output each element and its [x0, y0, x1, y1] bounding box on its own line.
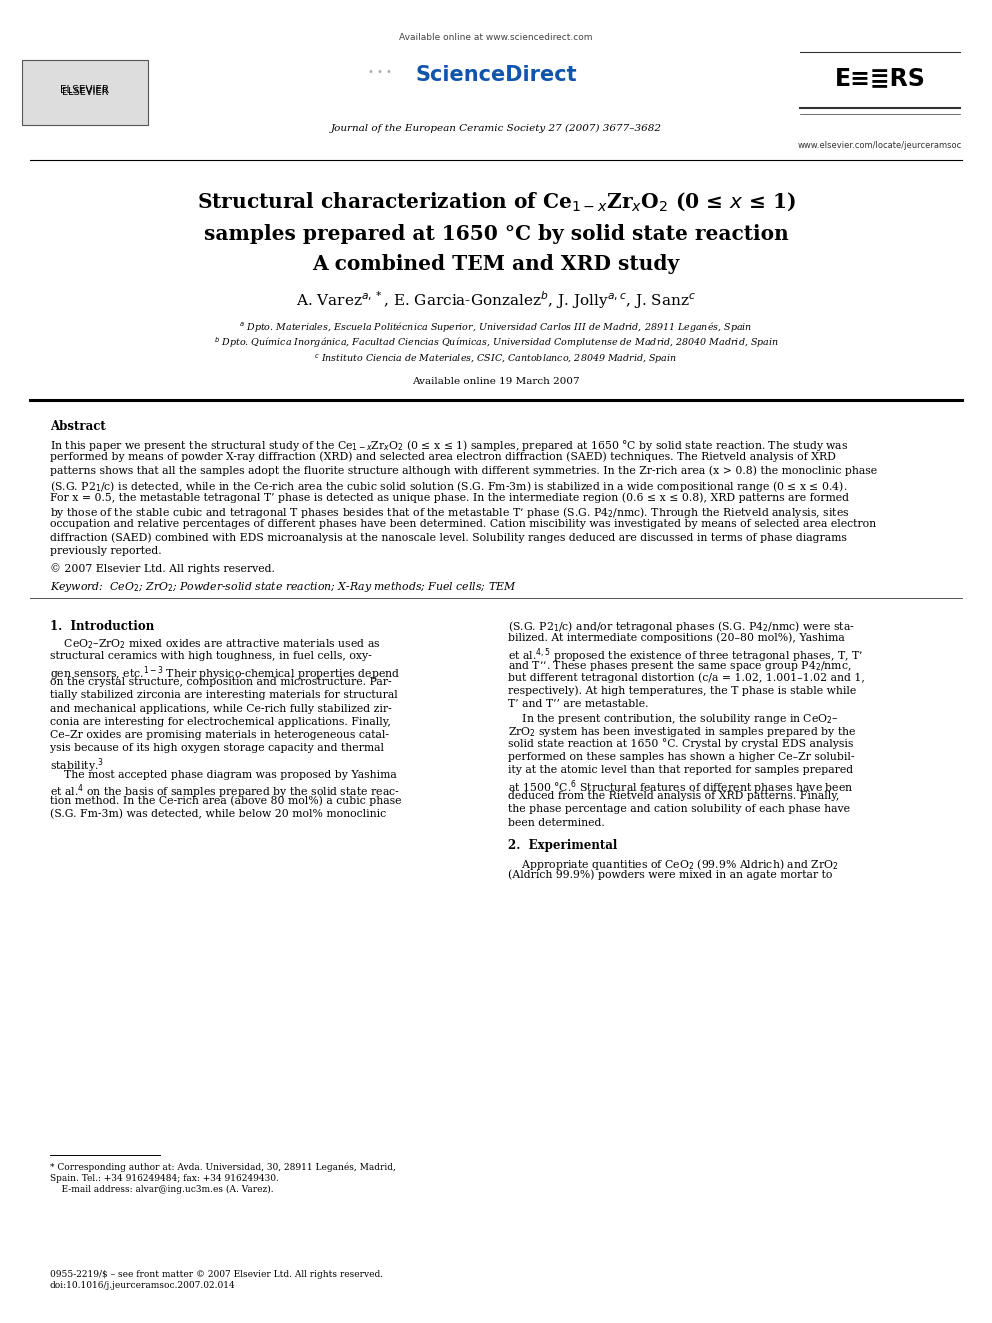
Text: respectively). At high temperatures, the T phase is stable while: respectively). At high temperatures, the… — [508, 685, 856, 696]
Bar — [22, 60, 148, 124]
Text: ELSEVIER: ELSEVIER — [62, 87, 108, 97]
Text: 1.  Introduction: 1. Introduction — [50, 619, 154, 632]
Text: performed on these samples has shown a higher Ce–Zr solubil-: performed on these samples has shown a h… — [508, 751, 854, 762]
Text: ZrO$_2$ system has been investigated in samples prepared by the: ZrO$_2$ system has been investigated in … — [508, 725, 856, 740]
Text: * Corresponding author at: Avda. Universidad, 30, 28911 Leganés, Madrid,: * Corresponding author at: Avda. Univers… — [50, 1163, 396, 1172]
Text: ysis because of its high oxygen storage capacity and thermal: ysis because of its high oxygen storage … — [50, 744, 384, 753]
Text: $^{a}$ Dpto. Materiales, Escuela Politécnica Superior, Universidad Carlos III de: $^{a}$ Dpto. Materiales, Escuela Politéc… — [239, 320, 753, 333]
Text: samples prepared at 1650 °C by solid state reaction: samples prepared at 1650 °C by solid sta… — [203, 224, 789, 243]
Text: (Aldrich 99.9%) powders were mixed in an agate mortar to: (Aldrich 99.9%) powders were mixed in an… — [508, 871, 832, 881]
Text: by those of the stable cubic and tetragonal T phases besides that of the metasta: by those of the stable cubic and tetrago… — [50, 505, 849, 520]
Text: Journal of the European Ceramic Society 27 (2007) 3677–3682: Journal of the European Ceramic Society … — [330, 123, 662, 132]
Text: et al.$^{4,5}$ proposed the existence of three tetragonal phases, T, T’: et al.$^{4,5}$ proposed the existence of… — [508, 646, 863, 664]
Text: Ce–Zr oxides are promising materials in heterogeneous catal-: Ce–Zr oxides are promising materials in … — [50, 730, 389, 740]
Text: occupation and relative percentages of different phases have been determined. Ca: occupation and relative percentages of d… — [50, 519, 876, 529]
Text: The most accepted phase diagram was proposed by Yashima: The most accepted phase diagram was prop… — [50, 770, 397, 779]
Text: A. Varez$^{a,*}$, E. Garcia-Gonzalez$^{b}$, J. Jolly$^{a,c}$, J. Sanz$^{c}$: A. Varez$^{a,*}$, E. Garcia-Gonzalez$^{b… — [296, 290, 696, 311]
Text: Appropriate quantities of CeO$_2$ (99.9% Aldrich) and ZrO$_2$: Appropriate quantities of CeO$_2$ (99.9%… — [508, 857, 838, 872]
Text: deduced from the Rietveld analysis of XRD patterns. Finally,: deduced from the Rietveld analysis of XR… — [508, 791, 839, 802]
Text: et al.$^{4}$ on the basis of samples prepared by the solid state reac-: et al.$^{4}$ on the basis of samples pre… — [50, 783, 400, 802]
Text: A combined TEM and XRD study: A combined TEM and XRD study — [312, 254, 680, 274]
Text: Structural characterization of Ce$_{1-x}$Zr$_x$O$_2$ (0 ≤ $x$ ≤ 1): Structural characterization of Ce$_{1-x}… — [196, 191, 796, 213]
Text: but different tetragonal distortion (c/a = 1.02, 1.001–1.02 and 1,: but different tetragonal distortion (c/a… — [508, 672, 865, 683]
Text: © 2007 Elsevier Ltd. All rights reserved.: © 2007 Elsevier Ltd. All rights reserved… — [50, 564, 275, 574]
Text: Abstract: Abstract — [50, 419, 106, 433]
Text: and T’’. These phases present the same space group P4$_2$/nmc,: and T’’. These phases present the same s… — [508, 659, 852, 673]
Text: For x = 0.5, the metastable tetragonal T’ phase is detected as unique phase. In : For x = 0.5, the metastable tetragonal T… — [50, 492, 849, 503]
Text: 2.  Experimental: 2. Experimental — [508, 839, 617, 852]
Text: and mechanical applications, while Ce-rich fully stabilized zir-: and mechanical applications, while Ce-ri… — [50, 704, 392, 713]
Text: solid state reaction at 1650 °C. Crystal by crystal EDS analysis: solid state reaction at 1650 °C. Crystal… — [508, 738, 853, 749]
Text: on the crystal structure, composition and microstructure. Par-: on the crystal structure, composition an… — [50, 677, 392, 687]
Text: E-mail address: alvar@ing.uc3m.es (A. Varez).: E-mail address: alvar@ing.uc3m.es (A. Va… — [50, 1185, 274, 1195]
Text: doi:10.1016/j.jeurceramsoc.2007.02.014: doi:10.1016/j.jeurceramsoc.2007.02.014 — [50, 1281, 236, 1290]
Text: www.elsevier.com/locate/jeurceramsoc: www.elsevier.com/locate/jeurceramsoc — [798, 142, 962, 151]
Text: In this paper we present the structural study of the Ce$_{1-x}$Zr$_x$O$_2$ (0 ≤ : In this paper we present the structural … — [50, 438, 848, 452]
Text: gen sensors, etc.$^{1-3}$ Their physico-chemical properties depend: gen sensors, etc.$^{1-3}$ Their physico-… — [50, 664, 400, 683]
Text: ELSEVIER: ELSEVIER — [61, 85, 109, 95]
Text: at 1500 °C.$^{6}$ Structural features of different phases have been: at 1500 °C.$^{6}$ Structural features of… — [508, 778, 853, 796]
Text: previously reported.: previously reported. — [50, 546, 162, 556]
Text: 0955-2219/$ – see front matter © 2007 Elsevier Ltd. All rights reserved.: 0955-2219/$ – see front matter © 2007 El… — [50, 1270, 383, 1279]
Text: conia are interesting for electrochemical applications. Finally,: conia are interesting for electrochemica… — [50, 717, 391, 726]
Text: (S.G. P2$_1$/c) and/or tetragonal phases (S.G. P4$_2$/nmc) were sta-: (S.G. P2$_1$/c) and/or tetragonal phases… — [508, 619, 855, 635]
Text: • • •: • • • — [368, 67, 392, 77]
Text: diffraction (SAED) combined with EDS microanalysis at the nanoscale level. Solub: diffraction (SAED) combined with EDS mic… — [50, 532, 847, 542]
Text: tially stabilized zirconia are interesting materials for structural: tially stabilized zirconia are interesti… — [50, 691, 398, 700]
Text: structural ceramics with high toughness, in fuel cells, oxy-: structural ceramics with high toughness,… — [50, 651, 372, 660]
Text: (S.G. Fm-3m) was detected, while below 20 mol% monoclinic: (S.G. Fm-3m) was detected, while below 2… — [50, 810, 386, 819]
Text: patterns shows that all the samples adopt the fluorite structure although with d: patterns shows that all the samples adop… — [50, 464, 877, 475]
Text: bilized. At intermediate compositions (20–80 mol%), Yashima: bilized. At intermediate compositions (2… — [508, 632, 845, 643]
Text: (S.G. P2$_1$/c) is detected, while in the Ce-rich area the cubic solid solution : (S.G. P2$_1$/c) is detected, while in th… — [50, 479, 847, 493]
Text: tion method. In the Ce-rich area (above 80 mol%) a cubic phase: tion method. In the Ce-rich area (above … — [50, 796, 402, 807]
Text: stability.$^{3}$: stability.$^{3}$ — [50, 757, 104, 775]
Text: Available online 19 March 2007: Available online 19 March 2007 — [413, 377, 579, 385]
Text: $^{b}$ Dpto. Química Inorgánica, Facultad Ciencias Químicas, Universidad Complut: $^{b}$ Dpto. Química Inorgánica, Faculta… — [213, 336, 779, 351]
Text: CeO$_2$–ZrO$_2$ mixed oxides are attractive materials used as: CeO$_2$–ZrO$_2$ mixed oxides are attract… — [50, 638, 381, 651]
Text: performed by means of powder X-ray diffraction (XRD) and selected area electron : performed by means of powder X-ray diffr… — [50, 451, 836, 462]
Text: E≡≣RS: E≡≣RS — [834, 66, 926, 90]
Text: ity at the atomic level than that reported for samples prepared: ity at the atomic level than that report… — [508, 765, 853, 775]
Text: been determined.: been determined. — [508, 818, 605, 827]
Text: Available online at www.sciencedirect.com: Available online at www.sciencedirect.co… — [399, 33, 593, 42]
Text: ScienceDirect: ScienceDirect — [416, 65, 576, 85]
Text: In the present contribution, the solubility range in CeO$_2$–: In the present contribution, the solubil… — [508, 712, 839, 726]
Text: $^{c}$ Instituto Ciencia de Materiales, CSIC, Cantoblanco, 28049 Madrid, Spain: $^{c}$ Instituto Ciencia de Materiales, … — [314, 352, 678, 366]
Text: T’ and T’’ are metastable.: T’ and T’’ are metastable. — [508, 699, 649, 709]
Text: the phase percentage and cation solubility of each phase have: the phase percentage and cation solubili… — [508, 804, 850, 814]
Text: Spain. Tel.: +34 916249484; fax: +34 916249430.: Spain. Tel.: +34 916249484; fax: +34 916… — [50, 1174, 279, 1183]
Text: Keyword:  CeO$_2$; ZrO$_2$; Powder-solid state reaction; X-Ray methods; Fuel cel: Keyword: CeO$_2$; ZrO$_2$; Powder-solid … — [50, 579, 517, 594]
